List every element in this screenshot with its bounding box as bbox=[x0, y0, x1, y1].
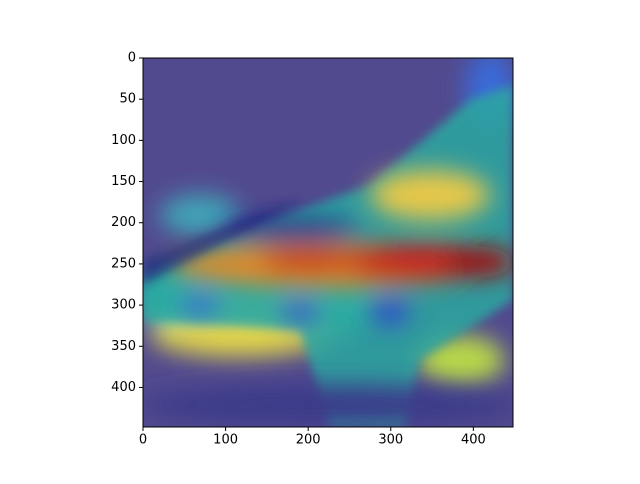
x-tick-label: 0 bbox=[139, 433, 147, 448]
y-tick-label: 300 bbox=[111, 298, 136, 313]
x-tick-label: 200 bbox=[296, 433, 321, 448]
y-tick-label: 250 bbox=[111, 256, 136, 271]
y-tick-label: 100 bbox=[111, 133, 136, 148]
x-tick-label: 100 bbox=[213, 433, 238, 448]
y-tick-label: 0 bbox=[128, 51, 136, 66]
y-tick-label: 200 bbox=[111, 215, 136, 230]
x-tick-label: 300 bbox=[378, 433, 403, 448]
heatmap-image bbox=[143, 58, 513, 427]
y-tick-label: 350 bbox=[111, 339, 136, 354]
axes-frame bbox=[142, 57, 514, 428]
y-tick-label: 50 bbox=[119, 92, 136, 107]
x-tick-label: 400 bbox=[461, 433, 486, 448]
y-tick-label: 400 bbox=[111, 380, 136, 395]
y-tick-label: 150 bbox=[111, 174, 136, 189]
